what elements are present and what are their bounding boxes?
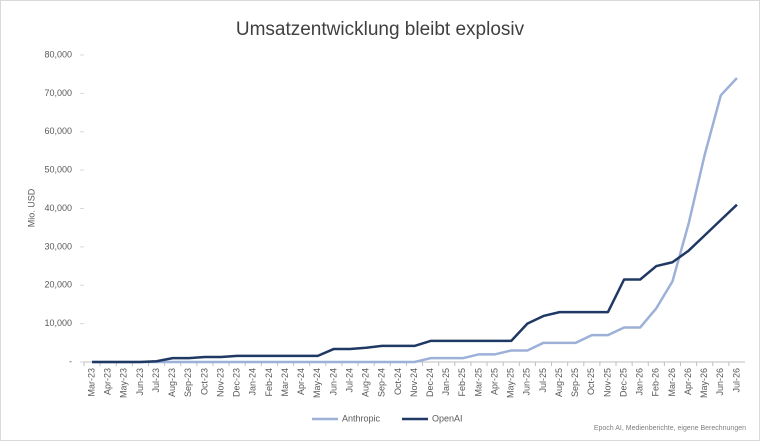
- x-tick-label: Sep-23: [183, 368, 193, 397]
- x-tick-label: Jan-26: [635, 368, 645, 396]
- x-tick-label: Dec-25: [618, 368, 628, 397]
- x-tick-label: Aug-25: [554, 368, 564, 397]
- x-tick-label: Jun-25: [522, 368, 532, 396]
- x-tick-label: Apr-24: [296, 368, 306, 395]
- x-tick-label: Jan-25: [441, 368, 451, 396]
- x-tick-label: Jul-26: [731, 368, 741, 393]
- y-tick-label: 60,000: [44, 126, 72, 136]
- x-tick-label: Apr-25: [489, 368, 499, 395]
- x-tick-label: Jun-26: [715, 368, 725, 396]
- x-tick-label: Feb-24: [264, 368, 274, 397]
- x-tick-label: Nov-25: [602, 368, 612, 397]
- x-tick-label: May-23: [119, 368, 129, 398]
- x-tick-label: Feb-26: [651, 368, 661, 397]
- y-tick-label: 20,000: [44, 280, 72, 290]
- y-tick-label: -: [69, 356, 72, 366]
- x-tick-label: Apr-26: [683, 368, 693, 395]
- x-tick-label: Nov-24: [409, 368, 419, 397]
- chart-title: Umsatzentwicklung bleibt explosiv: [236, 19, 525, 40]
- x-tick-label: Oct-24: [393, 368, 403, 395]
- source-note: Epoch AI, Medienberichte, eigene Berechn…: [594, 425, 746, 432]
- x-tick-label: Jul-23: [151, 368, 161, 393]
- x-tick-label: Apr-23: [103, 368, 113, 395]
- legend-label: OpenAI: [432, 413, 463, 423]
- legend-label: Anthropic: [342, 413, 381, 423]
- x-tick-label: Jun-24: [328, 368, 338, 396]
- x-tick-label: Sep-24: [377, 368, 387, 397]
- x-tick-label: Dec-24: [425, 368, 435, 397]
- y-axis-label: Mio. USD: [26, 188, 36, 227]
- x-tick-label: Jul-24: [344, 368, 354, 393]
- y-tick-label: 50,000: [44, 165, 72, 175]
- y-tick-label: 30,000: [44, 241, 72, 251]
- x-tick-label: Jun-23: [135, 368, 145, 396]
- x-tick-label: Jan-24: [248, 368, 258, 396]
- x-tick-label: Jul-25: [538, 368, 548, 393]
- x-tick-label: May-24: [312, 368, 322, 398]
- x-tick-label: Feb-25: [457, 368, 467, 397]
- x-tick-label: Mar-26: [667, 368, 677, 397]
- x-tick-label: Mar-24: [280, 368, 290, 397]
- x-tick-label: May-26: [699, 368, 709, 398]
- x-tick-label: May-25: [506, 368, 516, 398]
- x-tick-label: Aug-23: [167, 368, 177, 397]
- y-tick-label: 80,000: [44, 49, 72, 59]
- x-tick-label: Oct-23: [199, 368, 209, 395]
- x-tick-label: Dec-23: [232, 368, 242, 397]
- series-line: [92, 203, 738, 364]
- x-tick-label: Sep-25: [570, 368, 580, 397]
- series-line: [92, 77, 738, 364]
- x-tick-label: Nov-23: [215, 368, 225, 397]
- y-tick-label: 70,000: [44, 88, 72, 98]
- x-tick-label: Mar-25: [473, 368, 483, 397]
- x-tick-label: Aug-24: [361, 368, 371, 397]
- x-tick-label: Oct-25: [586, 368, 596, 395]
- x-tick-label: Mar-23: [86, 368, 96, 397]
- y-tick-label: 40,000: [44, 203, 72, 213]
- y-tick-label: 10,000: [44, 318, 72, 328]
